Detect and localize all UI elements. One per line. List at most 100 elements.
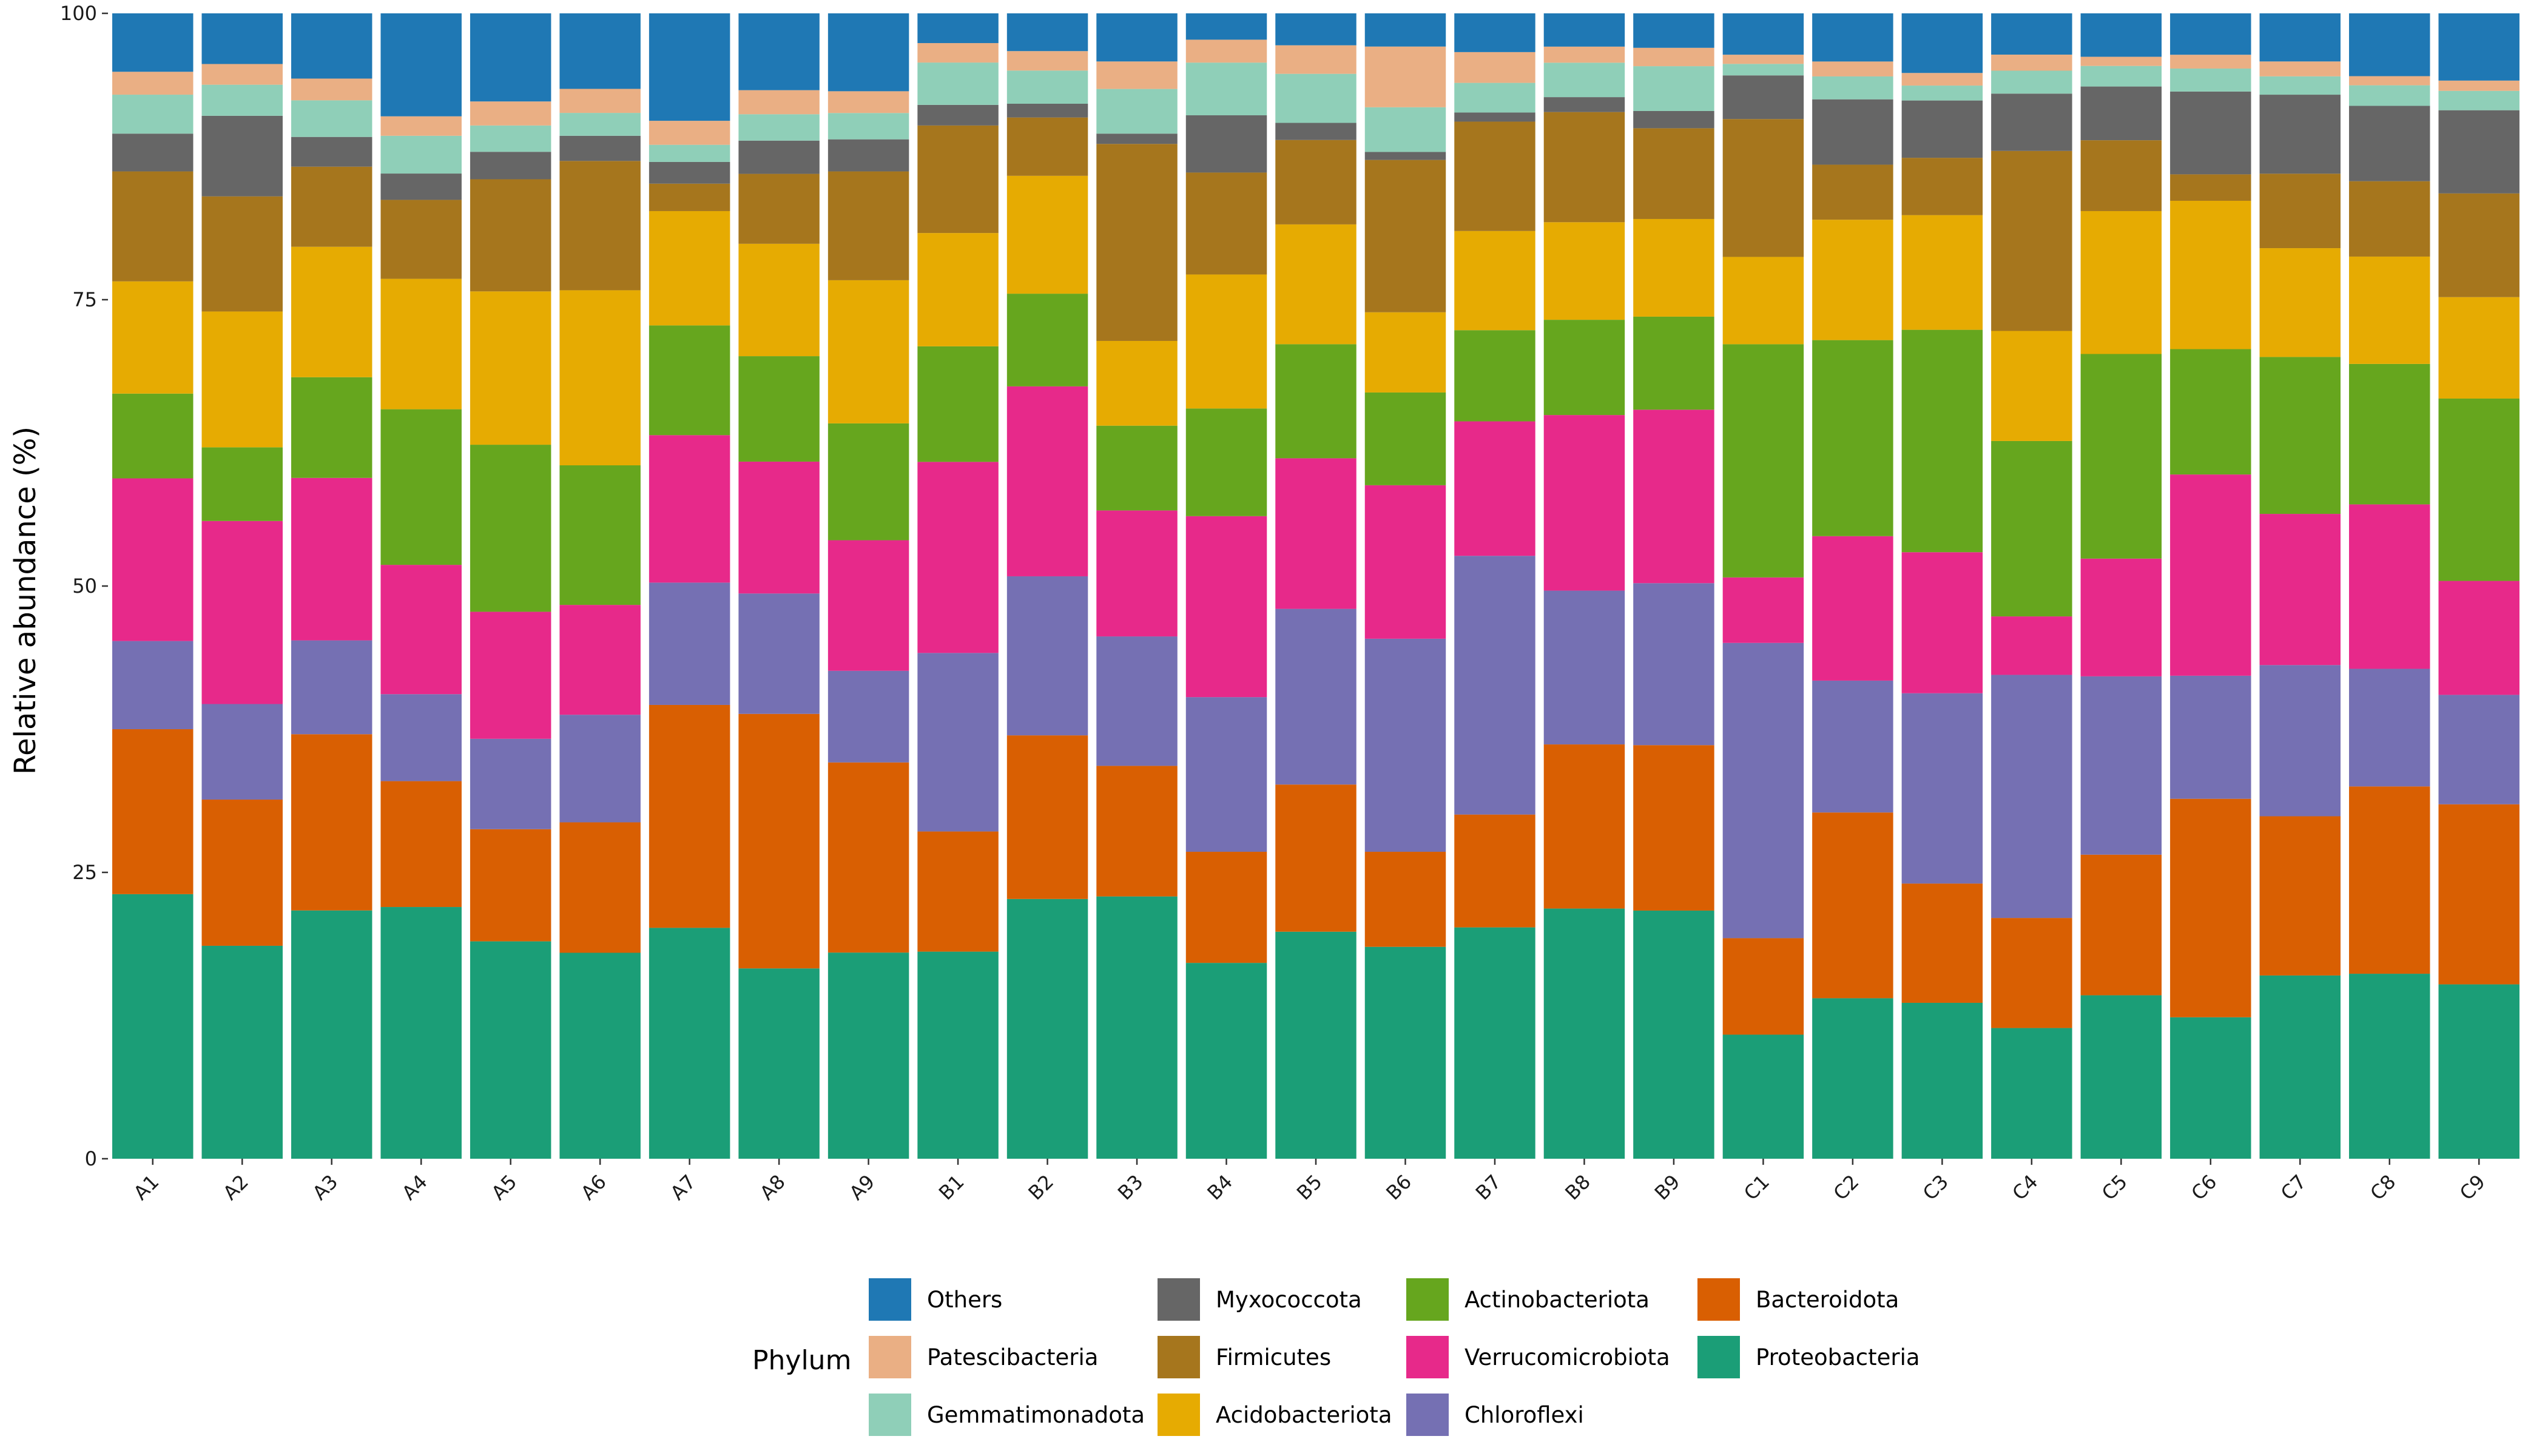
bar-segment-B9-bacteroidota <box>1633 745 1714 911</box>
bar-segment-A9-patescibacteria <box>827 91 909 113</box>
bar-segment-A1-chloroflexi <box>112 641 194 729</box>
bar-segment-B4-acidobacteriota <box>1185 274 1267 409</box>
bar-segment-A5-acidobacteriota <box>470 291 551 445</box>
bar-segment-C1-actinobacteriota <box>1722 344 1804 578</box>
bar-segment-B7-myxococcota <box>1454 112 1535 122</box>
bar-segment-C1-verrucomicrobiota <box>1722 577 1804 643</box>
x-tick-label: B7 <box>1471 1170 1506 1205</box>
bar-segment-C4-others <box>1991 13 2072 55</box>
bar-segment-B6-proteobacteria <box>1364 946 1446 1159</box>
legend-swatch-firmicutes <box>1158 1336 1200 1378</box>
bar-segment-C5-firmicutes <box>2080 140 2162 211</box>
bar-segment-B2-verrucomicrobiota <box>1006 386 1088 576</box>
bar-segment-C7-firmicutes <box>2259 174 2341 249</box>
bar-segment-B4-proteobacteria <box>1185 963 1267 1159</box>
bar-segment-C3-actinobacteriota <box>1901 329 1983 553</box>
bar-segment-C4-proteobacteria <box>1991 1028 2072 1159</box>
y-axis-title: Relative abundance (%) <box>8 426 42 775</box>
bar-segment-A2-bacteroidota <box>201 799 283 946</box>
bar-segment-A7-chloroflexi <box>649 582 730 705</box>
bar-segment-C3-bacteroidota <box>1901 883 1983 1003</box>
bar-segment-B7-firmicutes <box>1454 121 1535 231</box>
bar-segment-B7-chloroflexi <box>1454 556 1535 815</box>
legend-swatch-gemmatimonadota <box>869 1394 911 1436</box>
bar-segment-B1-actinobacteriota <box>917 346 999 462</box>
legend-label-bacteroidota: Bacteroidota <box>1756 1287 1899 1313</box>
y-tick-label: 25 <box>72 861 97 884</box>
bar-segment-B2-bacteroidota <box>1006 735 1088 899</box>
bar-segment-C8-acidobacteriota <box>2349 256 2430 364</box>
bar-segment-A8-actinobacteriota <box>738 356 820 462</box>
bar-segment-A5-actinobacteriota <box>470 445 551 612</box>
x-tick-label: A1 <box>129 1170 164 1205</box>
bar-segment-C9-proteobacteria <box>2438 984 2519 1159</box>
bar-segment-A7-bacteroidota <box>649 704 730 928</box>
bar-segment-C5-bacteroidota <box>2080 854 2162 996</box>
bar-segment-A6-bacteroidota <box>559 822 641 953</box>
bar-segment-B7-actinobacteriota <box>1454 330 1535 422</box>
bar-segment-C2-others <box>1812 13 1893 62</box>
bar-segment-A2-proteobacteria <box>201 945 283 1159</box>
bar-segment-C5-gemmatimonadota <box>2080 66 2162 87</box>
bar-segment-C9-firmicutes <box>2438 193 2519 297</box>
bar-segment-B2-proteobacteria <box>1006 898 1088 1159</box>
bar-segment-B8-others <box>1543 13 1625 47</box>
bar-segment-C9-verrucomicrobiota <box>2438 581 2519 695</box>
bar-segment-A6-acidobacteriota <box>559 290 641 466</box>
bar-segment-A7-others <box>649 13 730 121</box>
y-tick-label: 0 <box>85 1147 97 1170</box>
bar-segment-A4-others <box>380 13 462 116</box>
bar-segment-A4-proteobacteria <box>380 907 462 1159</box>
legend-label-others: Others <box>927 1287 1002 1313</box>
bar-segment-B6-patescibacteria <box>1364 46 1446 107</box>
bar-segment-B6-myxococcota <box>1364 152 1446 160</box>
bar-segment-C1-bacteroidota <box>1722 938 1804 1035</box>
bar-segment-B3-proteobacteria <box>1096 896 1178 1159</box>
y-tick-label: 50 <box>72 575 97 598</box>
bar-segment-B8-acidobacteriota <box>1543 222 1625 320</box>
bar-segment-B2-gemmatimonadota <box>1006 70 1088 104</box>
bar-segment-B2-others <box>1006 13 1088 52</box>
bar-segment-B3-bacteroidota <box>1096 766 1178 897</box>
bar-segment-A5-others <box>470 13 551 102</box>
bar-segment-B9-acidobacteriota <box>1633 218 1714 317</box>
bar-segment-B3-patescibacteria <box>1096 61 1178 89</box>
bar-segment-C1-myxococcota <box>1722 75 1804 120</box>
bar-segment-B6-verrucomicrobiota <box>1364 485 1446 639</box>
bar-segment-B7-patescibacteria <box>1454 52 1535 83</box>
bar-segment-B7-gemmatimonadota <box>1454 83 1535 113</box>
legend-title: Phylum <box>752 1345 851 1376</box>
bar-segment-A8-bacteroidota <box>738 713 820 969</box>
bar-segment-B9-others <box>1633 13 1714 48</box>
bar-segment-A6-verrucomicrobiota <box>559 605 641 715</box>
bar-segment-B8-bacteroidota <box>1543 744 1625 909</box>
bar-segment-C5-actinobacteriota <box>2080 354 2162 559</box>
bar-segment-B3-firmicutes <box>1096 144 1178 341</box>
bar-segment-C9-gemmatimonadota <box>2438 90 2519 110</box>
bar-segment-B4-bacteroidota <box>1185 852 1267 963</box>
bar-segment-B5-others <box>1275 13 1357 46</box>
bar-segment-C2-acidobacteriota <box>1812 220 1893 340</box>
bar-segment-A4-chloroflexi <box>380 694 462 781</box>
bar-segment-B5-proteobacteria <box>1275 931 1357 1159</box>
bar-segment-B6-acidobacteriota <box>1364 312 1446 393</box>
bar-segment-A5-gemmatimonadota <box>470 125 551 152</box>
bar-segment-A3-bacteroidota <box>291 734 372 911</box>
bar-segment-C1-patescibacteria <box>1722 55 1804 64</box>
bar-segment-B9-verrucomicrobiota <box>1633 410 1714 584</box>
bar-segment-C7-patescibacteria <box>2259 61 2341 76</box>
bar-segment-A9-actinobacteriota <box>827 423 909 541</box>
bar-segment-C3-chloroflexi <box>1901 693 1983 884</box>
bar-segment-C6-gemmatimonadota <box>2170 68 2251 92</box>
bar-segment-C5-chloroflexi <box>2080 676 2162 855</box>
bar-segment-A1-actinobacteriota <box>112 393 194 479</box>
bar-segment-A5-chloroflexi <box>470 738 551 829</box>
bar-segment-B8-actinobacteriota <box>1543 320 1625 416</box>
bar-segment-A1-verrucomicrobiota <box>112 478 194 641</box>
bar-segment-A5-myxococcota <box>470 152 551 180</box>
bar-segment-C8-others <box>2349 13 2430 76</box>
bar-segment-A5-patescibacteria <box>470 101 551 126</box>
x-tick-label: A9 <box>845 1170 880 1205</box>
legend-swatch-proteobacteria <box>1697 1336 1740 1378</box>
